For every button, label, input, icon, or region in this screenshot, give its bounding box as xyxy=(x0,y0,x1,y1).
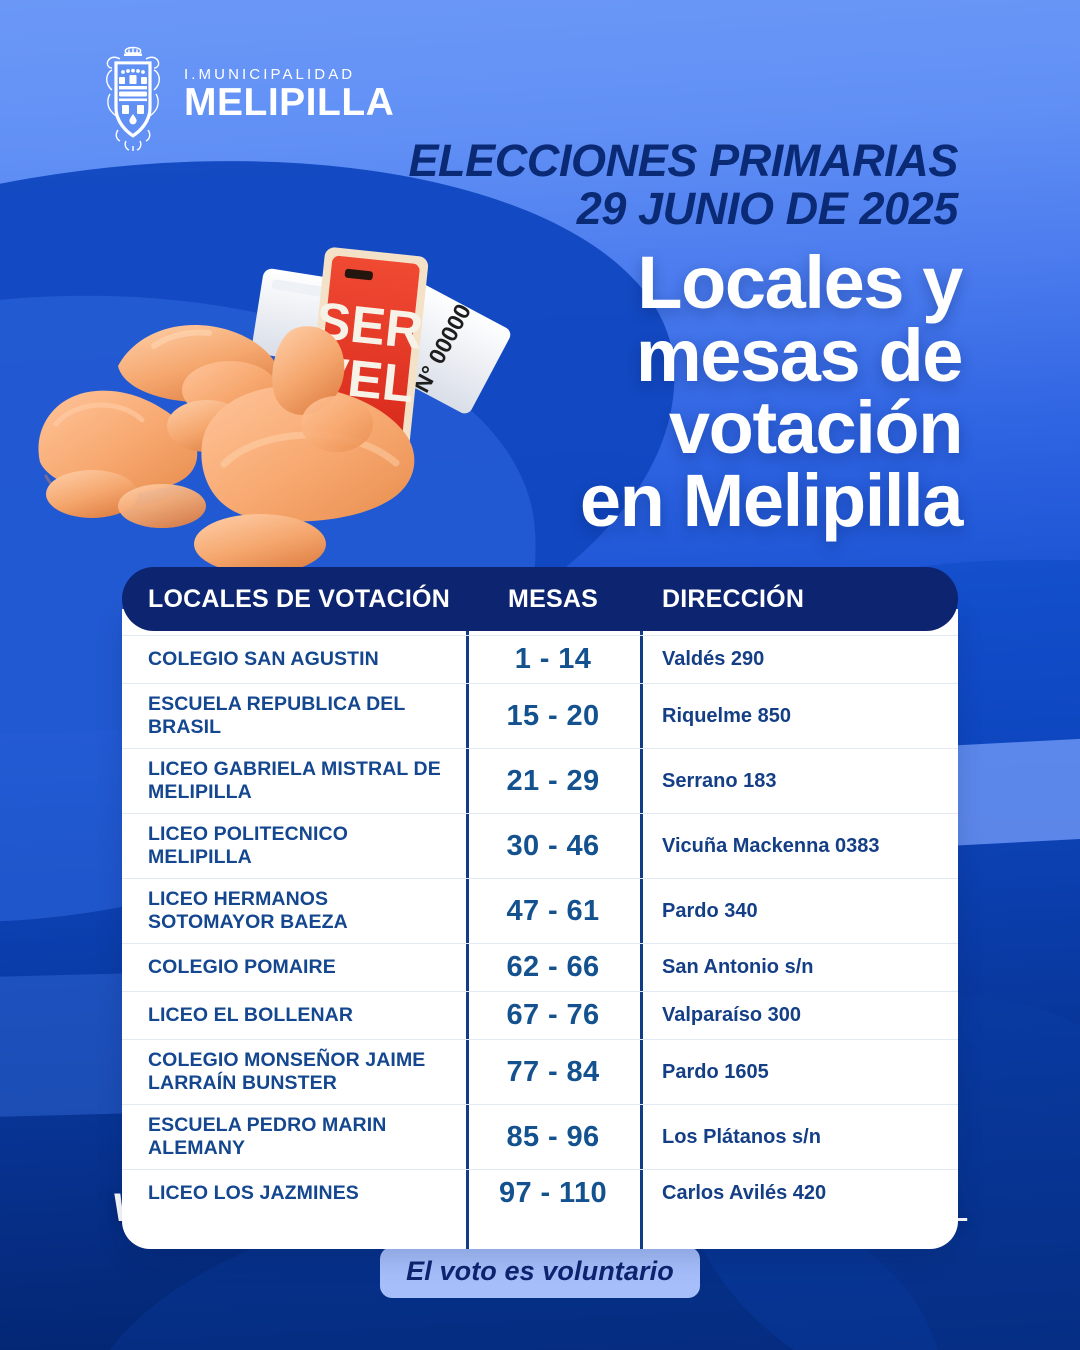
cell-mesas: 97 - 110 xyxy=(498,1177,607,1209)
cell-local: ESCUELA PEDRO MARIN ALEMANY xyxy=(148,1114,387,1159)
cell-mesas: 15 - 20 xyxy=(506,699,600,732)
coat-of-arms-icon xyxy=(106,46,160,151)
cell-mesas: 1 - 14 xyxy=(514,643,592,675)
polling-places-table: LOCALES DE VOTACIÓN MESAS DIRECCIÓN COLE… xyxy=(122,567,958,1249)
column-header-locales: LOCALES DE VOTACIÓN xyxy=(148,584,450,613)
column-divider xyxy=(466,609,469,1249)
cell-mesas: 30 - 46 xyxy=(506,829,600,862)
column-header-mesas: MESAS xyxy=(508,584,598,613)
table-row: COLEGIO MONSEÑOR JAIME LARRAÍN BUNSTER 77… xyxy=(122,1039,958,1104)
page-title-line4: en Melipilla xyxy=(579,458,963,542)
cell-local: LICEO LOS JAZMINES xyxy=(148,1182,359,1204)
event-subtitle-line1: ELECCIONES PRIMARIAS xyxy=(408,135,958,186)
page-title: Locales y mesas de votación en Melipilla xyxy=(579,241,964,542)
table-row: ESCUELA REPUBLICA DEL BRASIL 15 - 20 Rique… xyxy=(122,683,958,748)
cell-local: LICEO EL BOLLENAR xyxy=(148,1004,354,1026)
cell-local: COLEGIO POMAIRE xyxy=(148,956,336,978)
table-row: LICEO LOS JAZMINES 97 - 110 Carlos Avilés … xyxy=(122,1169,958,1217)
event-subtitle-line2: 29 JUNIO DE 2025 xyxy=(576,183,959,235)
logo-name: MELIPILLA xyxy=(184,80,395,124)
cell-mesas: 47 - 61 xyxy=(506,894,600,927)
cell-direccion: Pardo 340 xyxy=(662,899,758,922)
column-divider xyxy=(640,609,643,1249)
cell-local: LICEO POLITECNICO MELIPILLA xyxy=(148,823,348,868)
cell-mesas: 21 - 29 xyxy=(506,764,600,797)
cell-direccion: Los Plátanos s/n xyxy=(662,1125,821,1148)
illustration-svg: N° 00000 SER VEL xyxy=(38,247,511,574)
cell-direccion: Riquelme 850 xyxy=(662,704,791,727)
cell-local: LICEO HERMANOS SOTOMAYOR BAEZA xyxy=(148,888,348,933)
page-title-line2: mesas de xyxy=(635,313,964,397)
table-row: COLEGIO SAN AGUSTIN 1 - 14 Valdés 290 xyxy=(122,635,958,683)
cell-direccion: Serrano 183 xyxy=(662,769,777,792)
cell-direccion: Valparaíso 300 xyxy=(662,1004,801,1026)
table-body: COLEGIO SAN AGUSTIN 1 - 14 Valdés 290 ESCUE… xyxy=(122,609,958,1249)
table-header-row: LOCALES DE VOTACIÓN MESAS DIRECCIÓN xyxy=(122,567,958,631)
cell-direccion: Valdés 290 xyxy=(662,648,765,670)
cell-direccion: Vicuña Mackenna 0383 xyxy=(662,834,880,857)
cell-local: COLEGIO MONSEÑOR JAIME LARRAÍN BUNSTER xyxy=(148,1049,426,1094)
table-row: LICEO HERMANOS SOTOMAYOR BAEZA 47 - 61 Par… xyxy=(122,878,958,943)
page-title-line3: votación xyxy=(668,386,963,470)
logo-kicker: I.MUNICIPALIDAD xyxy=(184,65,356,83)
hands-holding-servel-card-illustration: N° 00000 SER VEL xyxy=(34,176,534,588)
event-subtitle: ELECCIONES PRIMARIAS 29 JUNIO DE 2025 xyxy=(408,135,959,235)
table-row: LICEO POLITECNICO MELIPILLA 30 - 46 Vicuña… xyxy=(122,813,958,878)
cell-direccion: Pardo 1605 xyxy=(662,1060,769,1083)
cell-mesas: 67 - 76 xyxy=(506,999,600,1031)
cell-mesas: 62 - 66 xyxy=(506,951,600,983)
table-row: COLEGIO POMAIRE 62 - 66 San Antonio s/n xyxy=(122,943,958,991)
voluntary-vote-badge: El voto es voluntario xyxy=(380,1247,700,1298)
cell-local: ESCUELA REPUBLICA DEL BRASIL xyxy=(148,693,406,738)
municipality-logo: I.MUNICIPALIDAD MELIPILLA xyxy=(92,42,394,152)
cell-mesas: 85 - 96 xyxy=(506,1120,600,1153)
cell-mesas: 77 - 84 xyxy=(506,1055,600,1088)
column-header-direccion: DIRECCIÓN xyxy=(662,584,805,613)
page-title-line1: Locales y xyxy=(637,241,963,324)
table-row: ESCUELA PEDRO MARIN ALEMANY 85 - 96 Los Pl… xyxy=(122,1104,958,1169)
table-row: LICEO GABRIELA MISTRAL DE MELIPILLA 21 - … xyxy=(122,748,958,813)
cell-local: LICEO GABRIELA MISTRAL DE MELIPILLA xyxy=(148,758,441,803)
cell-direccion: Carlos Avilés 420 xyxy=(662,1182,827,1204)
cell-direccion: San Antonio s/n xyxy=(662,956,814,978)
cell-local: COLEGIO SAN AGUSTIN xyxy=(148,648,379,670)
table-row: LICEO EL BOLLENAR 67 - 76 Valparaíso 300 xyxy=(122,991,958,1039)
